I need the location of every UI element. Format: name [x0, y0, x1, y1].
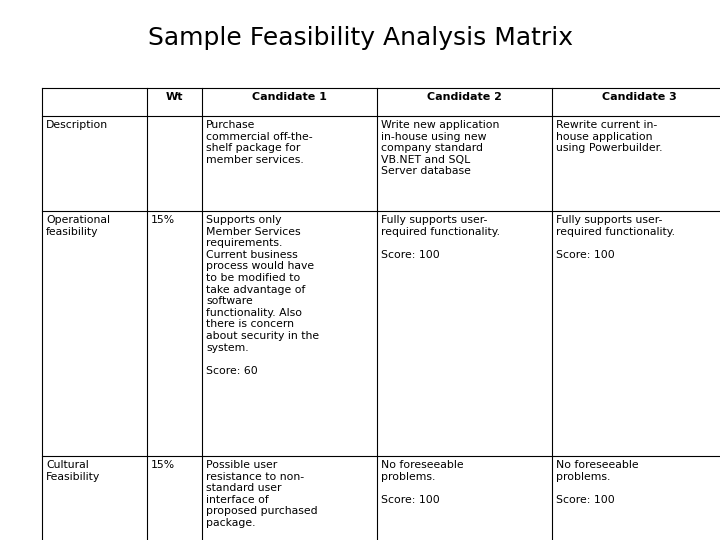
Text: 15%: 15%	[151, 215, 175, 225]
Text: Fully supports user-
required functionality.

Score: 100: Fully supports user- required functional…	[381, 215, 500, 260]
Text: Rewrite current in-
house application
using Powerbuilder.: Rewrite current in- house application us…	[556, 120, 662, 153]
Text: Candidate 3: Candidate 3	[602, 92, 677, 102]
Text: Operational
feasibility: Operational feasibility	[46, 215, 110, 237]
Text: Possible user
resistance to non-
standard user
interface of
proposed purchased
p: Possible user resistance to non- standar…	[206, 460, 318, 528]
Text: No foreseeable
problems.

Score: 100: No foreseeable problems. Score: 100	[381, 460, 464, 505]
Text: Candidate 1: Candidate 1	[252, 92, 327, 102]
Text: 15%: 15%	[151, 460, 175, 470]
Text: Description: Description	[46, 120, 108, 130]
Text: Wt: Wt	[166, 92, 184, 102]
Text: Cultural
Feasibility: Cultural Feasibility	[46, 460, 100, 482]
Text: Supports only
Member Services
requirements.
Current business
process would have
: Supports only Member Services requiremen…	[206, 215, 319, 376]
Text: No foreseeable
problems.

Score: 100: No foreseeable problems. Score: 100	[556, 460, 639, 505]
Text: Candidate 2: Candidate 2	[427, 92, 502, 102]
Text: Sample Feasibility Analysis Matrix: Sample Feasibility Analysis Matrix	[148, 26, 572, 50]
Text: Write new application
in-house using new
company standard
VB.NET and SQL
Server : Write new application in-house using new…	[381, 120, 500, 177]
Text: Fully supports user-
required functionality.

Score: 100: Fully supports user- required functional…	[556, 215, 675, 260]
Text: Purchase
commercial off-the-
shelf package for
member services.: Purchase commercial off-the- shelf packa…	[206, 120, 312, 165]
